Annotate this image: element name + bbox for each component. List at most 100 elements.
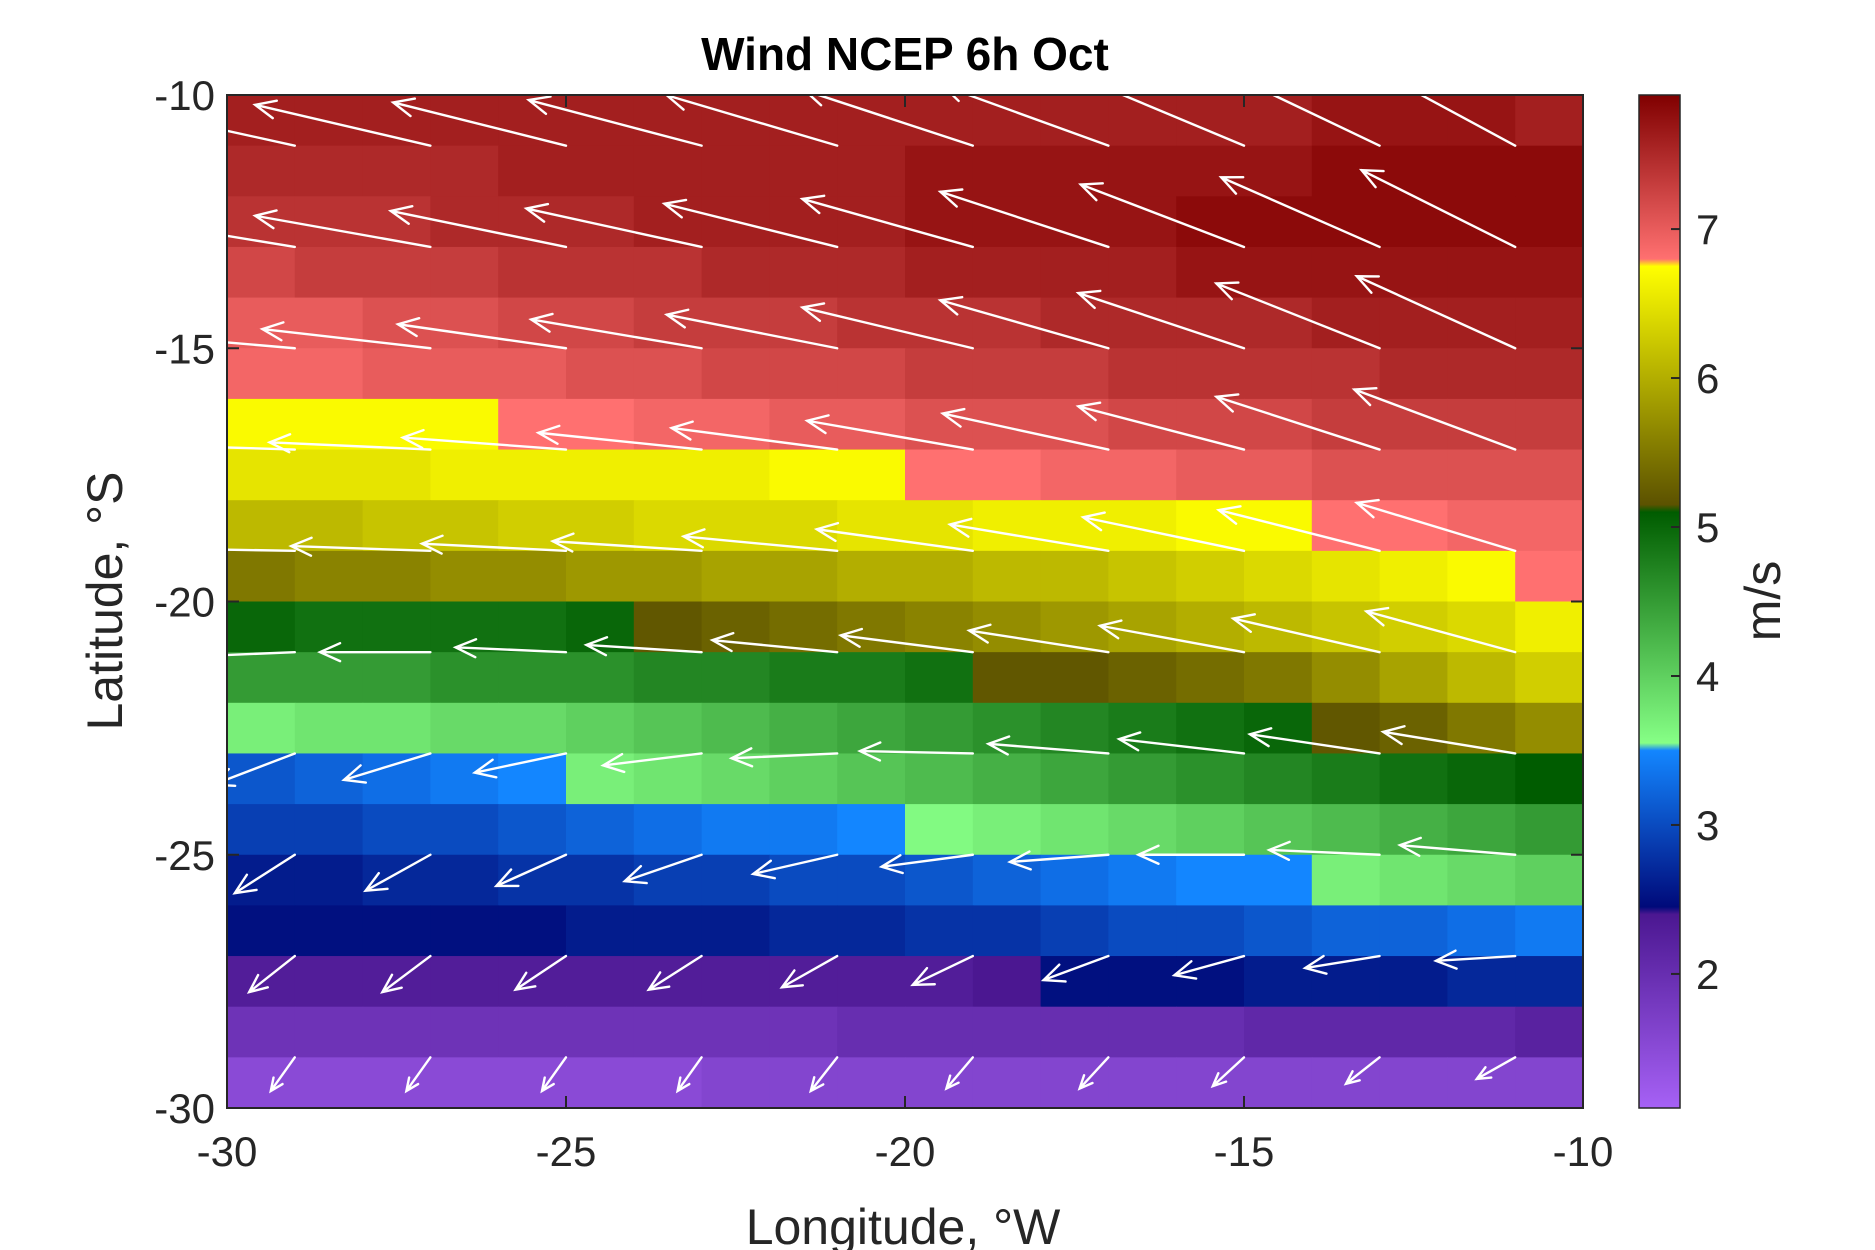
heatmap-cell — [1447, 753, 1516, 805]
wind-vector — [123, 325, 296, 350]
heatmap-cell — [294, 550, 364, 603]
heatmap-cell — [362, 348, 431, 400]
heatmap-cell — [972, 753, 1042, 805]
heatmap-cell — [1176, 348, 1245, 400]
heatmap-cell — [1447, 804, 1516, 856]
heatmap-cell — [701, 905, 770, 957]
heatmap-cell — [1244, 449, 1313, 501]
wind-vector — [910, 954, 974, 987]
heatmap-cell — [769, 956, 838, 1008]
heatmap-cell — [566, 550, 635, 603]
heatmap-cell — [905, 804, 974, 856]
heatmap-cell — [972, 398, 1042, 451]
heatmap-cell — [1447, 854, 1516, 906]
heatmap-cell — [1176, 95, 1245, 147]
heatmap-cell — [1379, 956, 1448, 1008]
wind-vector — [1077, 1056, 1110, 1091]
heatmap-cell — [1244, 702, 1313, 755]
wind-vector — [750, 853, 839, 880]
heatmap-cell — [837, 905, 906, 957]
heatmap-cell — [227, 601, 296, 653]
heatmap-cell — [701, 702, 770, 755]
wind-vector — [1361, 62, 1517, 147]
x-tick-label: -10 — [1553, 1128, 1614, 1175]
colorbar-ticks: 2 3 4 5 6 7 — [1671, 206, 1719, 998]
wind-vector — [1363, 606, 1517, 654]
wind-vector — [622, 853, 703, 885]
heatmap-cell — [1447, 956, 1516, 1008]
wind-vector — [1080, 76, 1246, 147]
wind-vector — [600, 752, 703, 774]
heatmap-cell — [1176, 804, 1245, 856]
heatmap-cell — [362, 601, 431, 653]
wind-vector — [1215, 505, 1381, 553]
wind-vector — [1230, 613, 1381, 654]
heatmap-cell — [837, 854, 906, 906]
heatmap-cell — [905, 753, 974, 805]
heatmap-cell — [1379, 753, 1448, 805]
heatmap-cell — [1176, 550, 1245, 603]
wind-vector — [540, 1056, 568, 1094]
heatmap-cell — [1244, 246, 1313, 299]
heatmap-cell — [566, 449, 635, 501]
heatmap-cell — [633, 905, 703, 957]
heatmap-cell — [1311, 348, 1381, 400]
heatmap-cell — [227, 854, 296, 906]
heatmap-cell — [1040, 95, 1109, 147]
heatmap-cell — [701, 804, 770, 856]
wind-vector — [1007, 850, 1110, 871]
heatmap-cell — [972, 854, 1042, 906]
heatmap-cell — [972, 804, 1042, 856]
heatmap-cell — [633, 702, 703, 755]
wind-vector — [937, 295, 1110, 350]
heatmap-cell — [1108, 804, 1177, 856]
heatmap-cell — [362, 246, 431, 299]
heatmap-cell — [1040, 297, 1109, 349]
heatmap-cell — [566, 753, 635, 805]
heatmap-cell — [1311, 449, 1381, 501]
heatmap-cell — [769, 246, 838, 299]
heatmap-cell — [769, 95, 838, 147]
heatmap-cell — [1515, 500, 1584, 552]
heatmap-cell — [1108, 905, 1177, 957]
wind-vector — [1171, 954, 1246, 980]
heatmap-cell — [430, 652, 499, 704]
wind-vector — [1080, 511, 1246, 553]
heatmap-cell — [430, 550, 499, 603]
heatmap-cell — [362, 196, 431, 248]
x-tick-label: -20 — [875, 1128, 936, 1175]
heatmap-cell — [972, 956, 1042, 1008]
heatmap-cell — [566, 854, 635, 906]
heatmap-cell — [905, 1006, 974, 1058]
heatmap-cell — [1040, 550, 1109, 603]
heatmap-cell — [1311, 550, 1381, 603]
wind-vector — [1213, 281, 1381, 350]
heatmap-cell — [1108, 956, 1177, 1008]
heatmap-cell — [837, 246, 906, 299]
y-tick-label: -25 — [154, 832, 215, 879]
y-axis-ticks: -10 -15 -20 -25 -30 — [154, 72, 1583, 1132]
heatmap-cell — [294, 601, 364, 653]
wind-vector — [523, 202, 703, 249]
heatmap-cell — [1244, 956, 1313, 1008]
heatmap-cell — [227, 753, 296, 805]
heatmap-cell — [498, 652, 567, 704]
wind-vector — [266, 433, 432, 454]
heatmap-cell — [498, 702, 567, 755]
heatmap-cell — [1515, 1006, 1584, 1058]
heatmap-cell — [972, 95, 1042, 147]
heatmap-cell — [701, 854, 770, 906]
heatmap-cell — [294, 804, 364, 856]
heatmap-cell — [972, 348, 1042, 400]
heatmap-cell — [837, 1006, 906, 1058]
x-tick-label: -30 — [197, 1128, 258, 1175]
heatmap-cell — [1311, 804, 1381, 856]
heatmap-cell — [701, 1006, 770, 1058]
wind-vector — [288, 536, 432, 557]
heatmap-cell — [1108, 702, 1177, 755]
heatmap-cell — [905, 348, 974, 400]
wind-vector — [317, 641, 432, 663]
wind-vector — [1433, 949, 1517, 970]
heatmap-cell — [905, 905, 974, 957]
heatmap-cell — [1176, 753, 1245, 805]
